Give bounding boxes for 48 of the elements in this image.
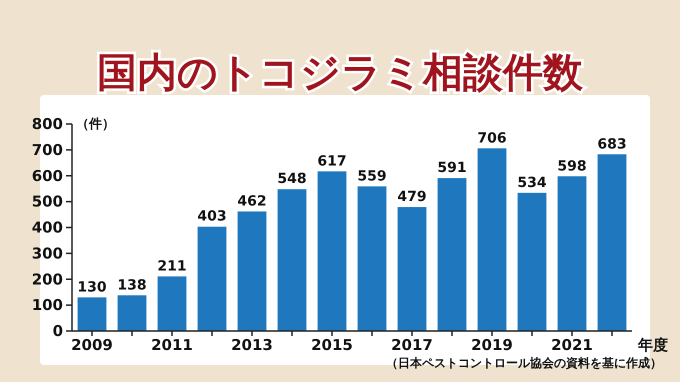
- data-label: 598: [557, 158, 587, 174]
- x-tick-label: 2013: [231, 336, 273, 354]
- data-label: 706: [477, 130, 507, 146]
- data-label: 462: [237, 193, 267, 210]
- y-tick-label: 700: [32, 140, 63, 159]
- x-tick-label: 2009: [71, 336, 113, 354]
- x-tick-label: 2019: [471, 336, 513, 354]
- data-label: 403: [197, 208, 227, 225]
- y-tick-label: 0: [52, 322, 63, 340]
- y-tick-label: 400: [32, 218, 63, 236]
- bar: [438, 178, 466, 331]
- bar: [518, 192, 546, 331]
- x-tick-label: 2011: [151, 336, 193, 354]
- data-label: 559: [357, 168, 387, 184]
- x-tick-label: 2021: [551, 336, 593, 354]
- bar: [318, 171, 346, 331]
- bar: [78, 297, 106, 331]
- x-tick-label: 2015: [311, 336, 353, 354]
- data-label: 534: [517, 174, 547, 191]
- bar: [278, 189, 306, 331]
- data-label: 130: [77, 279, 107, 296]
- x-tick-label: 2017: [391, 336, 433, 354]
- bar: [478, 148, 506, 331]
- y-tick-label: 200: [32, 270, 63, 288]
- bar: [118, 295, 146, 331]
- y-tick-label: 500: [32, 192, 63, 211]
- bar: [198, 226, 226, 331]
- text: （日本ペストコントロール協会の資料を基に作成）: [386, 356, 662, 370]
- bar: [398, 207, 426, 331]
- data-label: 479: [397, 189, 427, 206]
- data-label: 683: [597, 136, 627, 152]
- bar: [158, 276, 186, 331]
- data-label: 548: [277, 171, 307, 188]
- data-label: 591: [437, 160, 467, 176]
- bar: [558, 176, 586, 331]
- x-axis-title: 年度: [637, 336, 668, 354]
- chart-title: 国内のトコジラミ相談件数: [97, 50, 584, 96]
- y-tick-label: 100: [32, 296, 63, 314]
- y-tick-label: 600: [32, 166, 63, 185]
- y-tick-label: 800: [32, 115, 63, 133]
- data-label: 211: [157, 258, 187, 274]
- data-label: 138: [117, 277, 147, 294]
- y-tick-label: 300: [32, 244, 63, 262]
- data-label: 617: [317, 153, 347, 170]
- bar: [598, 154, 626, 331]
- bar: [358, 186, 386, 331]
- bar: [238, 211, 266, 331]
- y-axis-title: （件）: [76, 117, 115, 132]
